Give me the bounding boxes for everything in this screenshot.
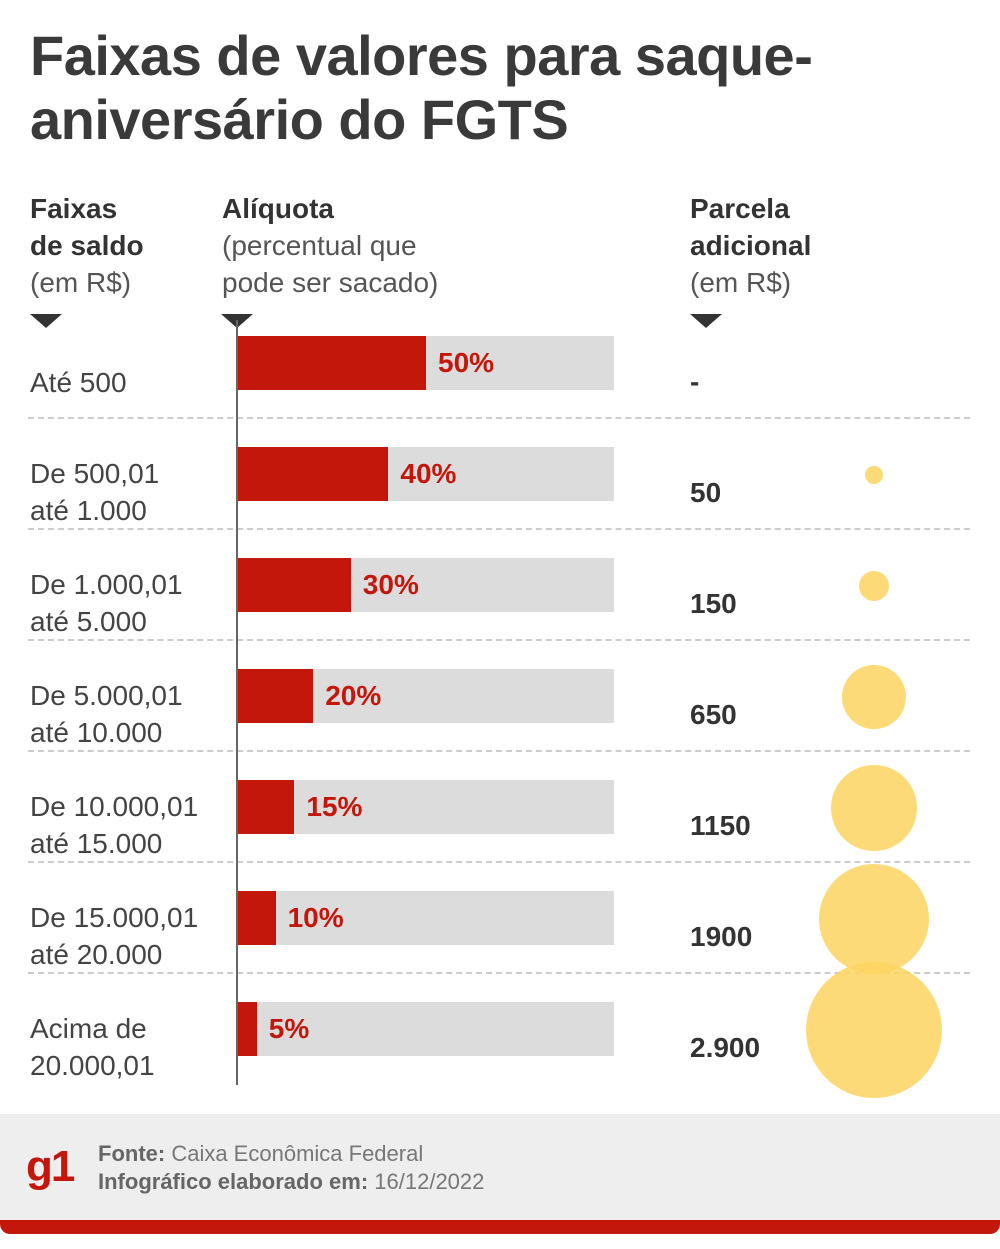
category-label-line: Acima de — [30, 1013, 147, 1044]
category-label: De 500,01 até 1.000 — [30, 455, 230, 529]
bar — [238, 891, 276, 945]
date-text: 16/12/2022 — [374, 1169, 485, 1194]
category-label-line: De 10.000,01 — [30, 791, 199, 822]
chart-row: De 500,01 até 1.000 40% 50 — [0, 419, 1000, 530]
header-faixas: Faixas de saldo (em R$) — [30, 190, 144, 301]
date-label: Infográfico elaborado em: — [98, 1169, 369, 1194]
bar — [238, 558, 351, 612]
source-text: Caixa Econômica Federal — [171, 1141, 424, 1166]
category-label-line: até 20.000 — [30, 939, 163, 970]
additional-value-label: 1150 — [690, 810, 751, 841]
category-label-line: até 1.000 — [30, 495, 147, 526]
category-label: De 1.000,01 até 5.000 — [30, 566, 230, 640]
additional-bubble — [858, 570, 890, 602]
bar-track — [238, 891, 614, 945]
header-parcela-line1: Parcela — [690, 193, 790, 224]
row-divider — [28, 750, 970, 752]
category-label: De 5.000,01 até 10.000 — [30, 677, 230, 751]
header-faixas-line1: Faixas — [30, 193, 118, 224]
row-divider — [28, 972, 970, 974]
additional-value-label: 50 — [690, 477, 722, 508]
category-label-line: De 500,01 — [30, 458, 160, 489]
header-parcela-line3: (em R$) — [690, 267, 792, 298]
category-label-line: até 5.000 — [30, 606, 147, 637]
category-label: De 15.000,01 até 20.000 — [30, 899, 230, 973]
chart-axis-line — [236, 320, 238, 1085]
additional-value-label: 1900 — [690, 921, 753, 952]
header-aliquota-line3: pode ser sacado) — [222, 267, 439, 298]
category-label: Até 500 — [30, 364, 230, 401]
bar-value-label: 15% — [306, 791, 363, 822]
chart-row: Acima de 20.000,01 5% 2.900 — [0, 962, 1000, 1098]
bar — [238, 669, 314, 723]
bar-value-label: 40% — [400, 458, 457, 489]
additional-value-label: 150 — [690, 588, 737, 619]
row-divider — [28, 861, 970, 863]
category-label-line: De 5.000,01 — [30, 680, 183, 711]
additional-value-label: 2.900 — [690, 1032, 761, 1063]
header-faixas-line3: (em R$) — [30, 267, 132, 298]
date-line: Infográfico elaborado em: 16/12/2022 — [98, 1168, 484, 1196]
additional-bubble — [865, 466, 883, 484]
chart-row: De 10.000,01 até 15.000 15% 1150 — [0, 752, 1000, 863]
category-label-line: até 10.000 — [30, 717, 163, 748]
arrow-down-icon — [690, 314, 722, 328]
chart-row: De 1.000,01 até 5.000 30% 150 — [0, 530, 1000, 641]
chart-row: Até 500 50% - — [0, 308, 1000, 419]
additional-bubble — [818, 863, 930, 975]
category-label: Acima de 20.000,01 — [30, 1010, 230, 1084]
arrow-down-icon — [30, 314, 62, 328]
row-divider — [28, 417, 970, 419]
chart-title: Faixas de valores para saque-aniversário… — [30, 24, 813, 151]
header-parcela: Parcela adicional (em R$) — [690, 190, 811, 301]
bar-track — [238, 780, 614, 834]
bar — [238, 336, 426, 390]
header-aliquota-line1: Alíquota — [222, 193, 334, 224]
source-line: Fonte: Caixa Econômica Federal — [98, 1140, 423, 1168]
category-label-line: 20.000,01 — [30, 1050, 155, 1081]
additional-bubble — [841, 664, 907, 730]
header-aliquota-line2: (percentual que — [222, 230, 417, 261]
header-faixas-line2: de saldo — [30, 230, 144, 261]
bar-value-label: 50% — [438, 347, 495, 378]
bar-value-label: 10% — [287, 902, 344, 933]
additional-bubble — [831, 765, 917, 851]
g1-logo: g1 — [26, 1142, 75, 1191]
header-parcela-line2: adicional — [690, 230, 812, 261]
source-label: Fonte: — [98, 1141, 166, 1166]
bar-value-label: 20% — [325, 680, 382, 711]
category-label-line: Até 500 — [30, 367, 127, 398]
additional-value-label: 650 — [690, 699, 737, 730]
bar — [238, 1002, 257, 1056]
row-divider — [28, 639, 970, 641]
chart-row: De 15.000,01 até 20.000 10% 1900 — [0, 863, 1000, 975]
chart-row: De 5.000,01 até 10.000 20% 650 — [0, 641, 1000, 752]
bar-track — [238, 1002, 614, 1056]
category-label-line: De 1.000,01 — [30, 569, 183, 600]
additional-value-label: - — [690, 366, 700, 397]
bar — [238, 780, 295, 834]
additional-bubble — [806, 962, 942, 1098]
header-aliquota: Alíquota (percentual que pode ser sacado… — [222, 190, 438, 301]
row-divider — [28, 528, 970, 530]
footer: g1 Fonte: Caixa Econômica Federal Infogr… — [0, 1114, 1000, 1234]
bar-value-label: 5% — [268, 1013, 310, 1044]
category-label: De 10.000,01 até 15.000 — [30, 788, 230, 862]
bar-value-label: 30% — [362, 569, 419, 600]
category-label-line: De 15.000,01 — [30, 902, 199, 933]
bar — [238, 447, 389, 501]
category-label-line: até 15.000 — [30, 828, 163, 859]
